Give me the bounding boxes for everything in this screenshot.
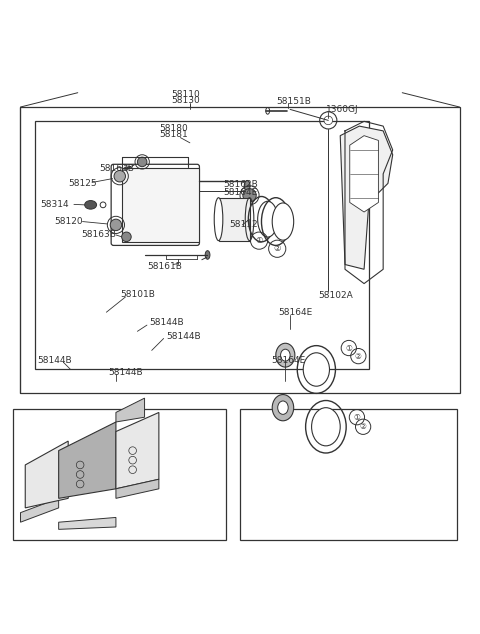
Ellipse shape [303,353,329,386]
Polygon shape [25,441,68,508]
Text: 58101B: 58101B [120,290,155,299]
Text: 58164E: 58164E [271,356,305,365]
Text: 58112: 58112 [229,221,258,230]
Polygon shape [340,126,393,269]
Text: 58164E: 58164E [223,188,258,197]
Circle shape [121,232,131,242]
Bar [21,107,459,393]
Text: 58162B: 58162B [223,180,258,189]
Bar [35,121,369,370]
Text: 58144B: 58144B [109,368,144,377]
Bar [218,198,250,241]
Text: ①: ① [353,413,360,422]
Text: 58110: 58110 [171,89,200,99]
Text: ①: ① [346,344,352,353]
Ellipse shape [276,343,295,367]
Polygon shape [59,517,116,529]
Text: ②: ② [360,422,367,431]
Text: 58144B: 58144B [166,332,201,340]
Text: 58144B: 58144B [37,356,72,365]
Circle shape [110,219,121,231]
Text: 58161B: 58161B [147,262,182,271]
Circle shape [137,157,147,167]
Text: 58164E: 58164E [278,307,312,317]
Text: 58180: 58180 [159,124,188,133]
Text: 58125: 58125 [68,179,97,188]
Text: 58314: 58314 [40,200,69,209]
Ellipse shape [244,181,250,191]
Ellipse shape [272,203,294,240]
Polygon shape [21,498,59,522]
Bar [121,167,199,242]
Bar [13,409,226,540]
Text: 58144B: 58144B [149,318,184,327]
Ellipse shape [278,401,288,415]
FancyBboxPatch shape [111,164,199,245]
Text: 58163B: 58163B [82,230,117,240]
Polygon shape [116,398,144,422]
Text: 58181: 58181 [159,130,188,139]
Text: ②: ② [274,244,281,253]
Text: 58102A: 58102A [318,291,353,300]
Polygon shape [116,413,159,489]
Circle shape [324,116,333,125]
Polygon shape [59,422,116,498]
Text: 58163B: 58163B [99,164,134,172]
Polygon shape [116,479,159,498]
Ellipse shape [205,250,210,259]
Text: 58151B: 58151B [276,97,311,106]
Ellipse shape [281,349,290,361]
Ellipse shape [272,394,294,421]
Ellipse shape [214,198,223,241]
Polygon shape [350,136,378,212]
Ellipse shape [312,408,340,446]
Text: 58130: 58130 [171,96,200,105]
Circle shape [243,189,256,202]
Ellipse shape [258,201,278,237]
Bar [240,409,457,540]
Text: ②: ② [355,352,362,361]
Ellipse shape [84,200,96,209]
Text: 58120: 58120 [54,217,83,226]
Text: 1360GJ: 1360GJ [326,105,359,114]
Circle shape [114,171,125,182]
Text: ①: ① [255,236,263,245]
